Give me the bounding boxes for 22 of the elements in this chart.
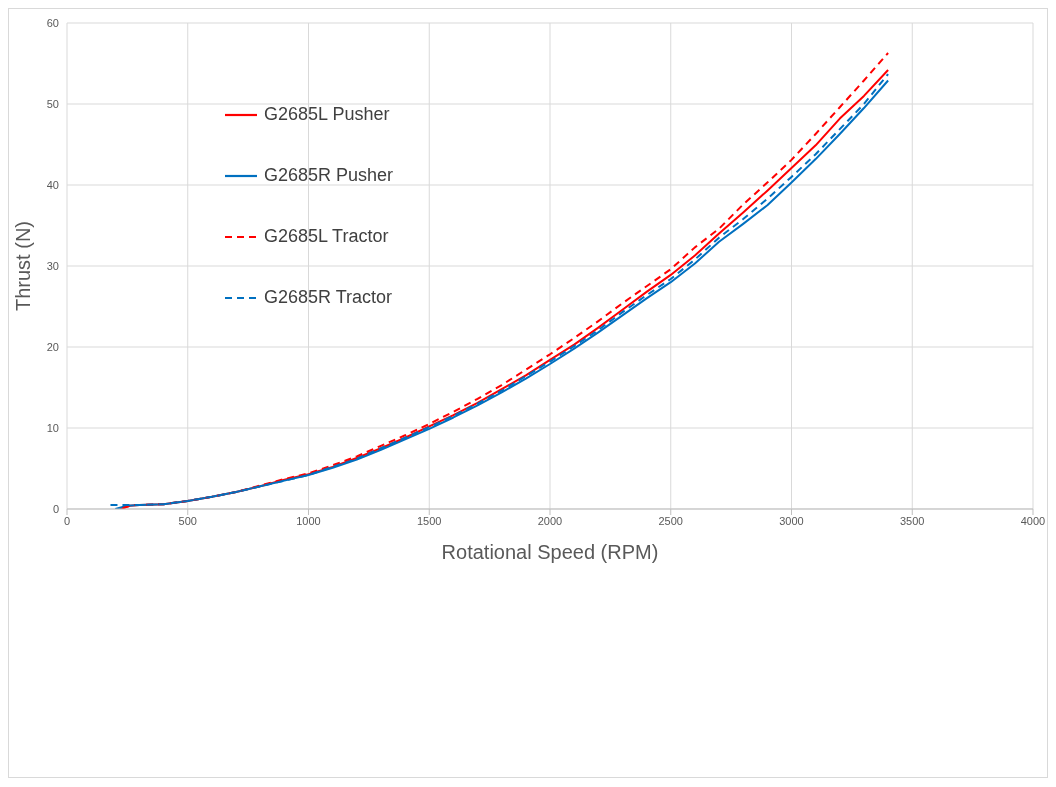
y-tick-label: 40 [46, 178, 59, 191]
x-tick-label: 1500 [417, 514, 442, 527]
y-tick-label: 30 [46, 259, 59, 272]
y-tick-label: 10 [46, 421, 59, 434]
x-tick-label: 1000 [296, 514, 321, 527]
legend-label: G2685R Tractor [264, 287, 393, 308]
x-tick-label: 3000 [779, 514, 804, 527]
x-tick-label: 3500 [900, 514, 925, 527]
x-tick-label: 500 [178, 514, 197, 527]
legend-label: G2685L Tractor [264, 226, 389, 247]
y-axis-title: Thrust (N) [12, 221, 35, 311]
y-tick-label: 0 [52, 502, 59, 515]
x-axis-title: Rotational Speed (RPM) [441, 541, 659, 563]
legend-label: G2685L Pusher [264, 104, 390, 125]
x-tick-label: 4000 [1020, 514, 1046, 527]
y-tick-label: 60 [46, 16, 59, 29]
x-tick-label: 2000 [537, 514, 563, 527]
x-tick-label: 0 [63, 514, 71, 527]
y-tick-label: 20 [46, 340, 59, 353]
y-tick-label: 50 [46, 97, 59, 110]
legend-label: G2685R Pusher [264, 165, 394, 186]
x-tick-label: 2500 [658, 514, 683, 527]
